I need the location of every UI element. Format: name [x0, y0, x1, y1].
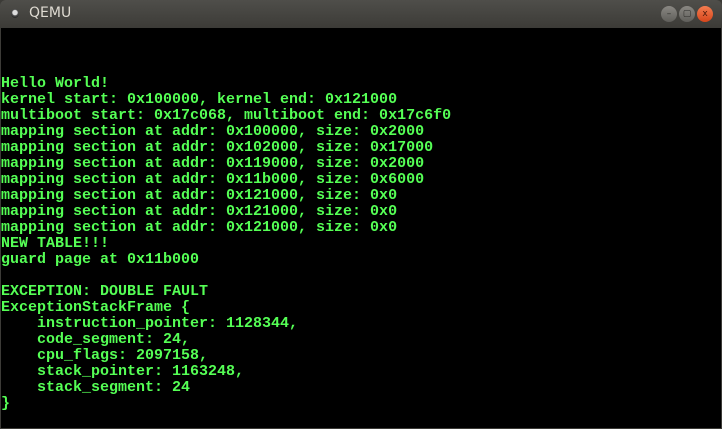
console-line: ExceptionStackFrame { [1, 299, 191, 316]
console-line: mapping section at addr: 0x121000, size:… [1, 203, 398, 220]
console-line: stack_segment: 24 [1, 379, 191, 396]
maximize-button[interactable]: ▢ [679, 6, 695, 22]
console-line: mapping section at addr: 0x121000, size:… [1, 187, 398, 204]
console-line: NEW TABLE!!! [1, 235, 110, 252]
console-line: cpu_flags: 2097158, [1, 347, 209, 364]
console-line: mapping section at addr: 0x119000, size:… [1, 155, 425, 172]
console-line: multiboot start: 0x17c068, multiboot end… [1, 107, 452, 124]
console-line: mapping section at addr: 0x11b000, size:… [1, 171, 425, 188]
console-line: EXCEPTION: DOUBLE FAULT [1, 283, 209, 300]
console-line: stack_pointer: 1163248, [1, 363, 245, 380]
title-bar[interactable]: QEMU – ▢ x [0, 0, 722, 28]
console-line: Hello World! [1, 75, 110, 92]
console-line: mapping section at addr: 0x100000, size:… [1, 123, 425, 140]
console-line [1, 268, 451, 284]
console-line: kernel start: 0x100000, kernel end: 0x12… [1, 91, 398, 108]
console-output: Hello World! kernel start: 0x100000, kern… [1, 76, 451, 412]
console-line: mapping section at addr: 0x102000, size:… [1, 139, 434, 156]
minimize-button[interactable]: – [661, 6, 677, 22]
console-line: mapping section at addr: 0x121000, size:… [1, 219, 398, 236]
close-button[interactable]: x [697, 6, 713, 22]
console-line: code_segment: 24, [1, 331, 191, 348]
console-line: } [1, 395, 11, 412]
qemu-app-icon [11, 9, 19, 18]
console-line: instruction_pointer: 1128344, [1, 315, 299, 332]
window-title: QEMU [29, 5, 72, 21]
console-line: guard page at 0x11b000 [1, 251, 200, 268]
vm-display[interactable]: Hello World! kernel start: 0x100000, kern… [1, 28, 721, 428]
